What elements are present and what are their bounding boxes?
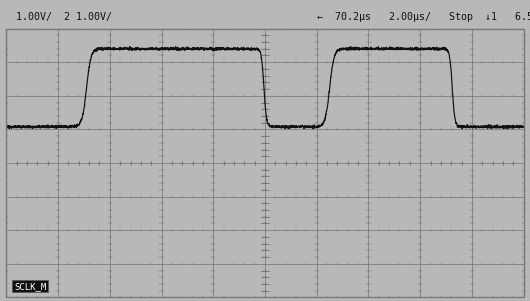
Text: 1.00V/  2 1.00V/: 1.00V/ 2 1.00V/ (16, 12, 112, 22)
Text: SCLK_M: SCLK_M (14, 282, 46, 291)
Text: ←  70.2μs   2.00μs/   Stop  ↓1   6.56V: ← 70.2μs 2.00μs/ Stop ↓1 6.56V (317, 12, 530, 22)
